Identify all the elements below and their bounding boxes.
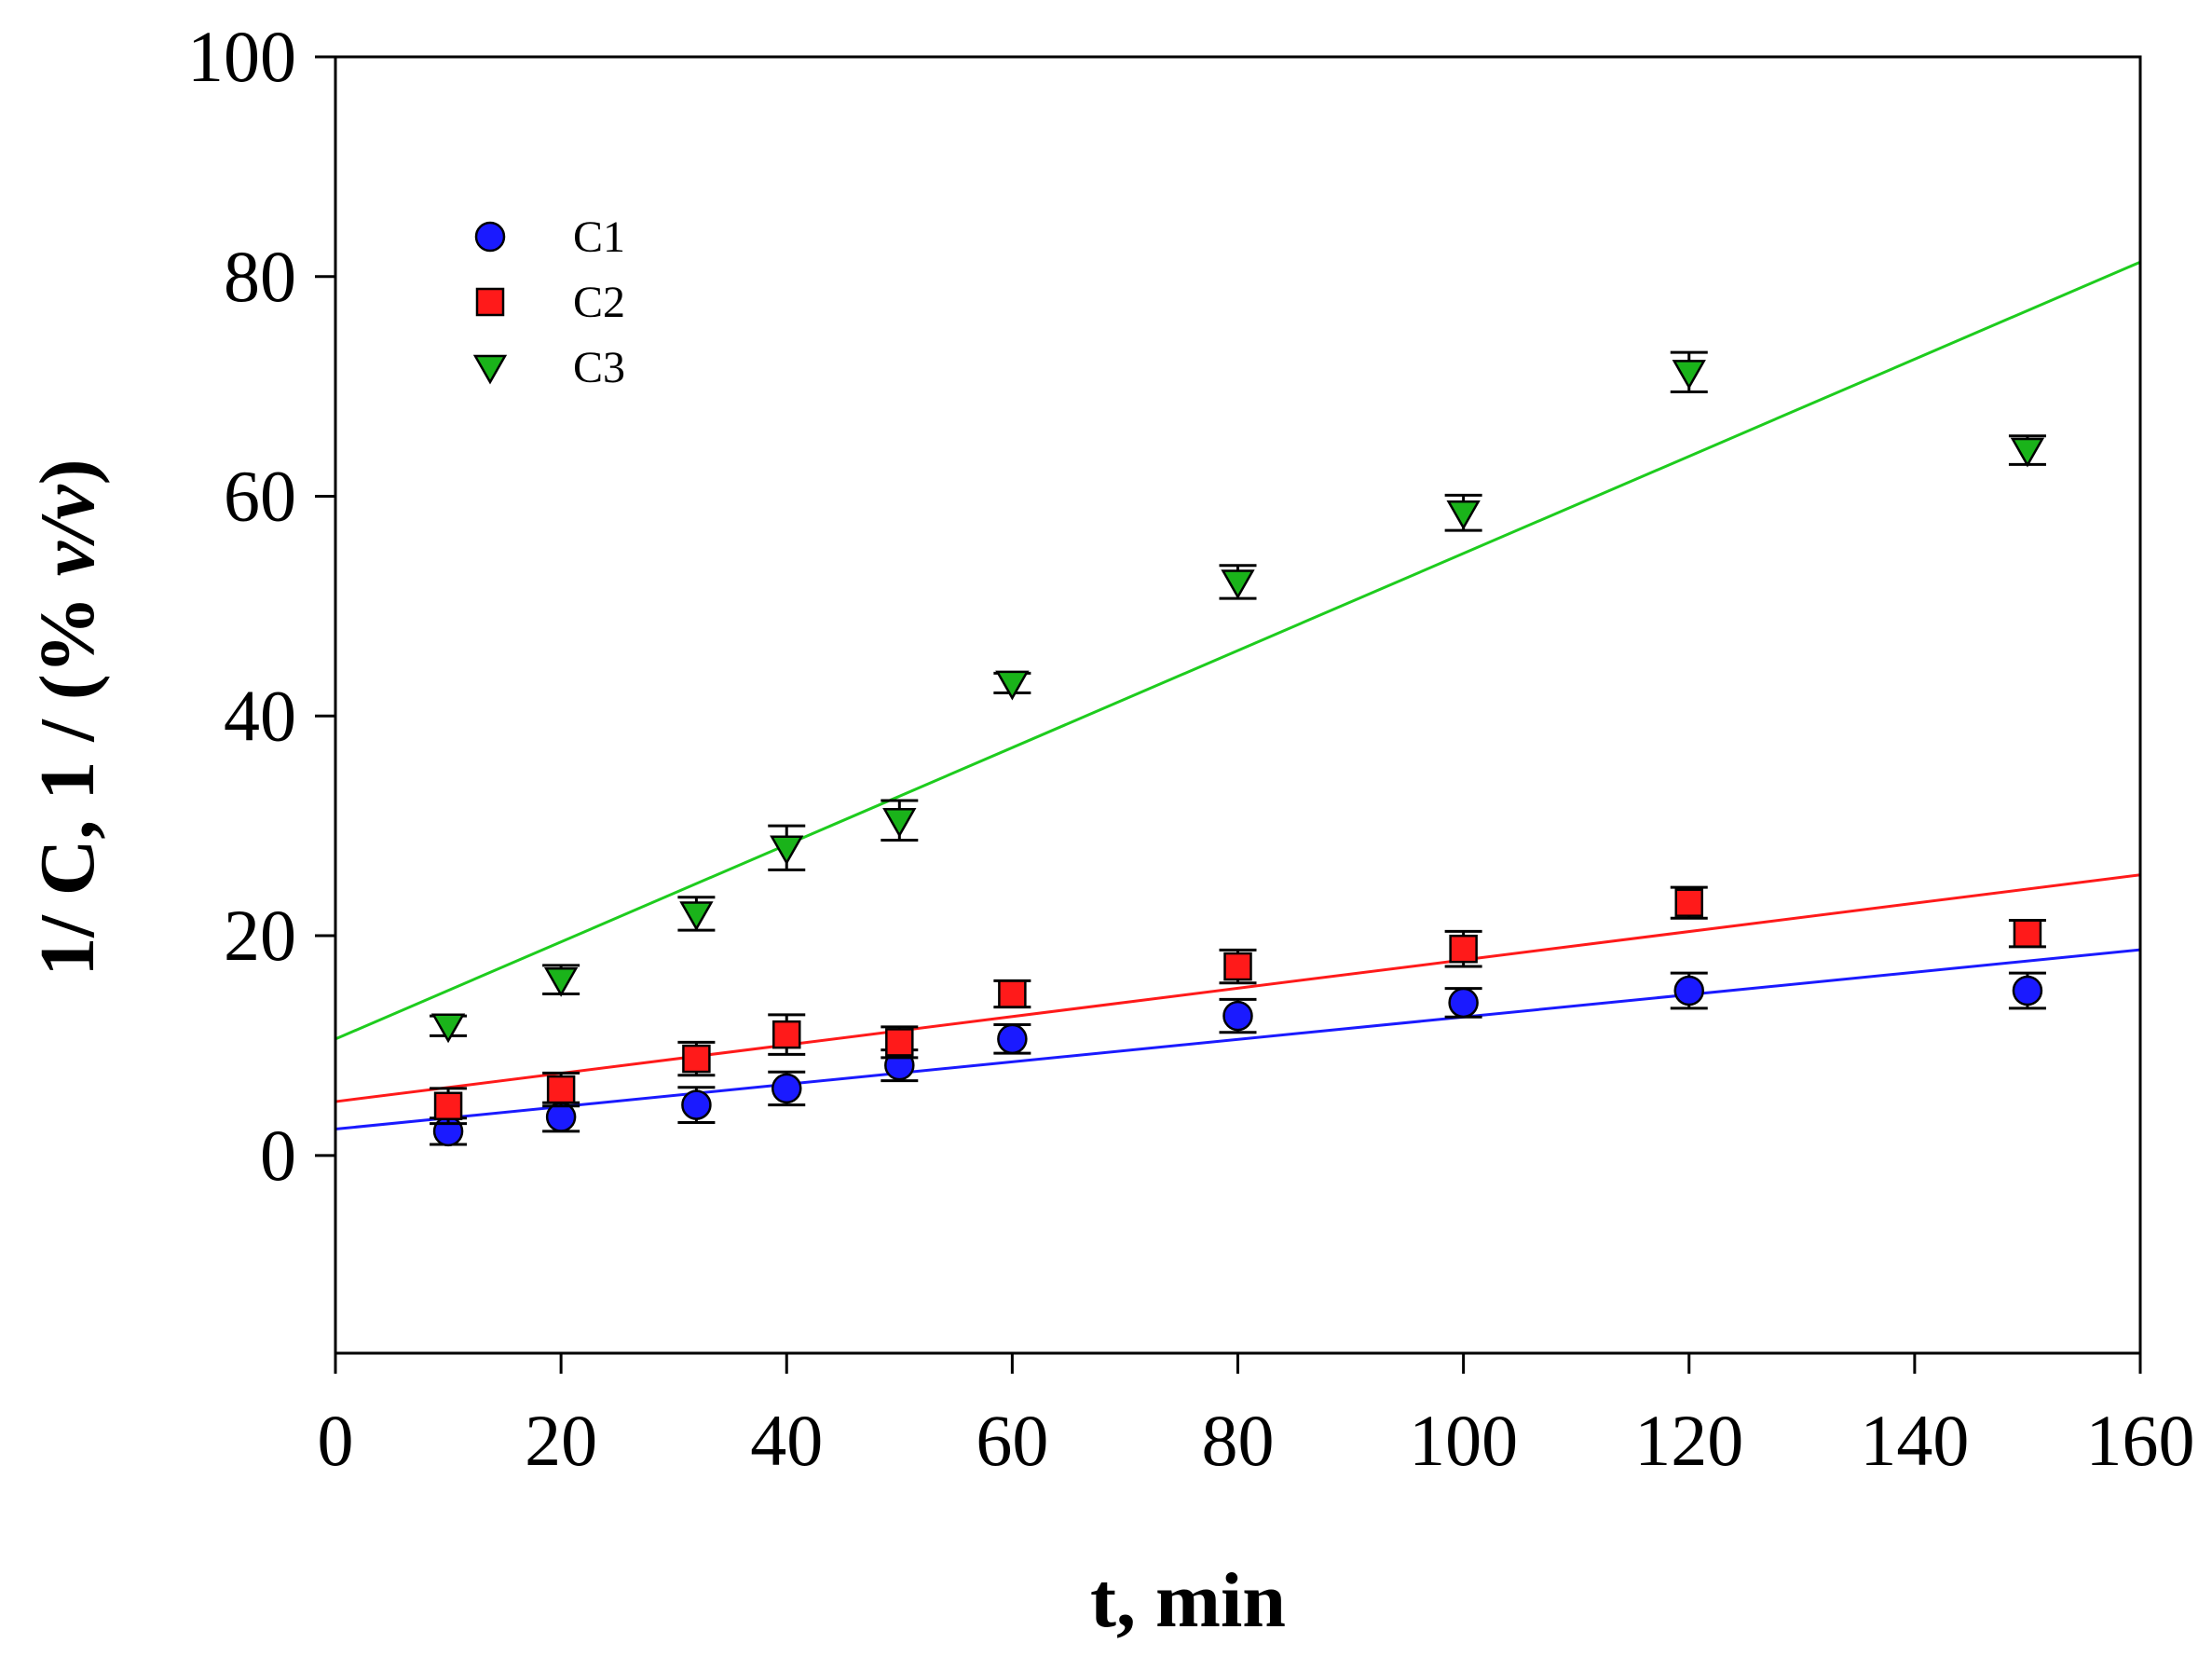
point-c2: [546, 1075, 576, 1104]
fit-line-c2: [335, 873, 2141, 1103]
point-c3: [995, 670, 1030, 701]
point-c2: [1223, 952, 1252, 981]
point-c3: [1221, 569, 1255, 599]
x-tick-label: 120: [1634, 1400, 1743, 1481]
fit-line-c1: [335, 948, 2141, 1131]
legend-label-c2: C2: [573, 278, 625, 327]
legend: C1 C2 C3: [472, 212, 625, 392]
point-c3: [2010, 437, 2045, 468]
y-tick-label: 20: [224, 895, 296, 976]
point-c1: [681, 1089, 712, 1120]
y-axis-title: 1/ C, 1 / (% v/v): [24, 459, 111, 976]
point-c3: [543, 966, 579, 997]
ticks-layer: 0 20 40 60 80 100 120 140 160 0 20 40 60 80 100: [187, 16, 2195, 1481]
point-c3: [679, 901, 714, 931]
y-tick-label: 0: [260, 1115, 296, 1196]
legend-marker-c3: [472, 354, 508, 385]
point-c2: [772, 1020, 801, 1049]
x-tick-label: 140: [1860, 1400, 1969, 1481]
x-tick-label: 80: [1202, 1400, 1275, 1481]
point-c3: [882, 808, 917, 838]
point-c2: [998, 979, 1027, 1008]
point-c2: [2013, 919, 2042, 948]
point-c3: [430, 1013, 466, 1044]
point-c1: [1673, 975, 1704, 1007]
x-tick-label: 0: [318, 1400, 354, 1481]
point-c2: [433, 1091, 463, 1121]
point-c3: [770, 835, 804, 866]
legend-marker-c2: [475, 287, 505, 317]
x-axis-title: t, min: [1090, 1557, 1286, 1644]
point-c1: [1448, 987, 1479, 1019]
legend-marker-c1: [474, 221, 506, 253]
x-tick-label: 20: [525, 1400, 597, 1481]
series-c2: [335, 873, 2141, 1126]
y-axis-title-part-1: 1/ C, 1 / (%: [24, 576, 111, 976]
x-tick-label: 100: [1409, 1400, 1518, 1481]
point-c1: [997, 1023, 1028, 1055]
point-c2: [1449, 934, 1478, 964]
y-tick-label: 100: [187, 16, 296, 97]
point-c1: [1222, 1000, 1253, 1032]
legend-label-c1: C1: [573, 212, 625, 262]
fit-line-c3: [335, 260, 2141, 1041]
y-axis-title-part-2: v/v: [24, 484, 111, 577]
point-c1: [2012, 975, 2043, 1007]
x-tick-label: 40: [750, 1400, 823, 1481]
point-c2: [682, 1044, 711, 1074]
point-c3: [1446, 500, 1481, 530]
x-tick-label: 160: [2086, 1400, 2195, 1481]
point-c1: [771, 1073, 802, 1104]
point-c2: [1674, 888, 1703, 917]
y-tick-label: 40: [224, 675, 296, 756]
point-c2: [885, 1028, 914, 1057]
series-layer: [335, 260, 2141, 1147]
point-c3: [1672, 360, 1706, 390]
y-tick-label: 60: [224, 456, 296, 537]
y-tick-label: 80: [224, 236, 296, 317]
x-tick-label: 60: [976, 1400, 1048, 1481]
legend-label-c3: C3: [573, 343, 625, 392]
y-axis-title-part-3: ): [24, 459, 111, 485]
series-c3: [335, 260, 2141, 1044]
